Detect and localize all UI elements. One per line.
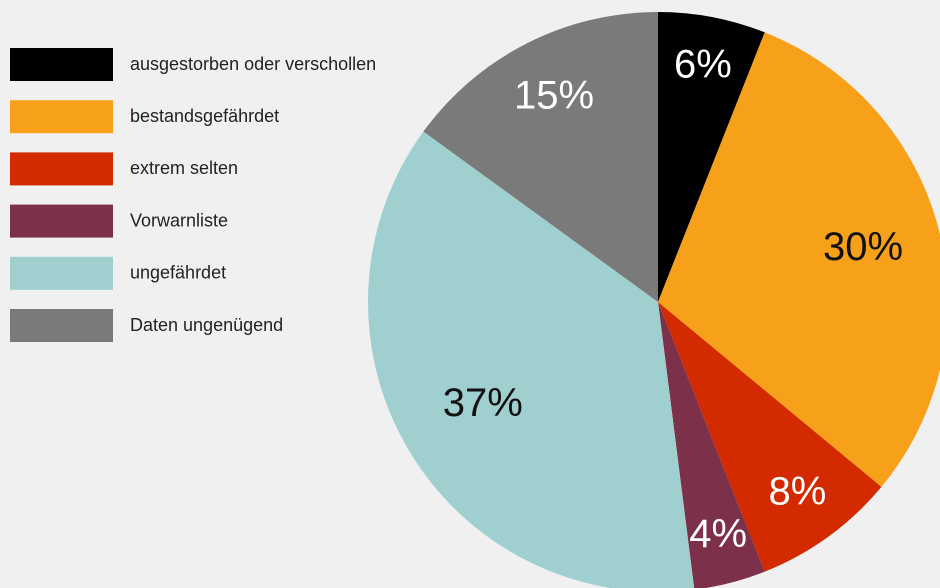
pie-slice [658,12,765,302]
slice-label: 4% [689,512,747,556]
legend-label: Daten ungenügend [130,315,283,335]
legend-swatch [10,152,113,186]
legend-label: extrem selten [130,158,238,178]
slice-label: 30% [823,225,903,269]
slice-label: 6% [674,42,732,86]
pie-slice [658,32,940,487]
pie-slice [658,302,882,572]
legend-label: bestandsgefährdet [130,106,279,126]
legend-swatch [10,48,113,81]
legend-label: ungefährdet [130,263,226,283]
pie-slice [368,131,695,588]
legend-swatch [10,256,113,290]
legend-swatch [10,100,113,134]
pie-slice [658,302,765,588]
pie-slice [423,12,658,302]
slice-label: 37% [443,381,523,425]
legend-swatch [10,204,113,238]
slice-label: 8% [769,469,827,513]
legend-label: Vorwarnliste [130,210,228,230]
legend-swatch [10,309,113,342]
legend-label: ausgestorben oder verschollen [130,54,376,74]
slice-label: 15% [514,73,594,117]
